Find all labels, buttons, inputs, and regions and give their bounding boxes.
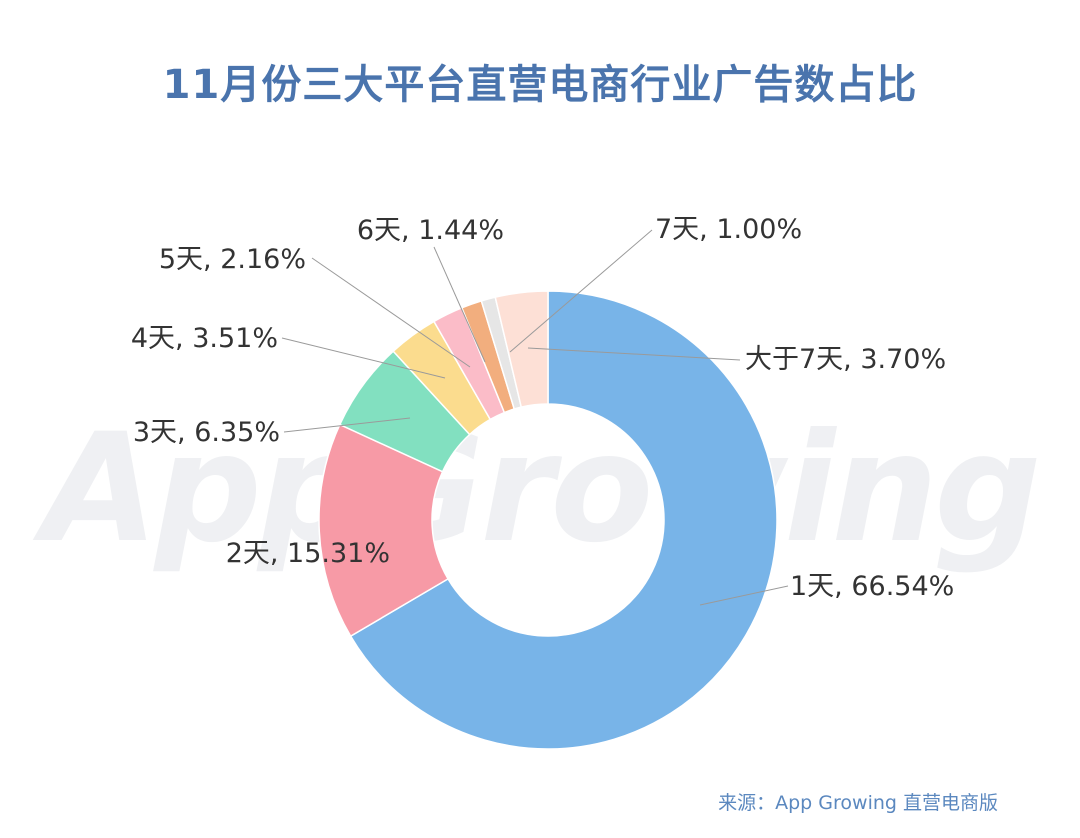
- slice-label-4天: 4天, 3.51%: [131, 323, 278, 354]
- slice-label-6天: 6天, 1.44%: [357, 215, 504, 246]
- leader-lines-group: [281, 229, 789, 606]
- slice-label-7天: 7天, 1.00%: [655, 214, 802, 245]
- leader-line-大于7天: [527, 347, 741, 361]
- chart-title: 11月份三大平台直营电商行业广告数占比: [162, 62, 918, 108]
- slice-1天: [349, 290, 778, 750]
- leader-line-3天: [283, 417, 411, 433]
- leader-line-5天: [311, 257, 471, 368]
- slice-label-大于7天: 大于7天, 3.70%: [745, 344, 946, 375]
- leader-line-1天: [699, 585, 789, 606]
- leader-line-7天: [509, 229, 653, 353]
- slice-label-1天: 1天, 66.54%: [790, 571, 954, 602]
- slice-2天: [318, 423, 450, 638]
- slice-label-5天: 5天, 2.16%: [159, 244, 306, 275]
- slice-label-2天: 2天, 15.31%: [226, 538, 390, 569]
- labels-group: 1天, 66.54% 2天, 15.31% 3天, 6.35% 4天, 3.51% 5天…: [131, 214, 954, 602]
- slices-group: [318, 290, 778, 750]
- slice-label-3天: 3天, 6.35%: [133, 417, 280, 448]
- leader-line-4天: [281, 337, 446, 379]
- source-note: 来源：App Growing 直营电商版: [718, 792, 998, 814]
- slice-大于7天: [494, 290, 549, 409]
- watermark: AppGrowing: [32, 402, 1037, 576]
- leader-line-6天: [433, 246, 486, 363]
